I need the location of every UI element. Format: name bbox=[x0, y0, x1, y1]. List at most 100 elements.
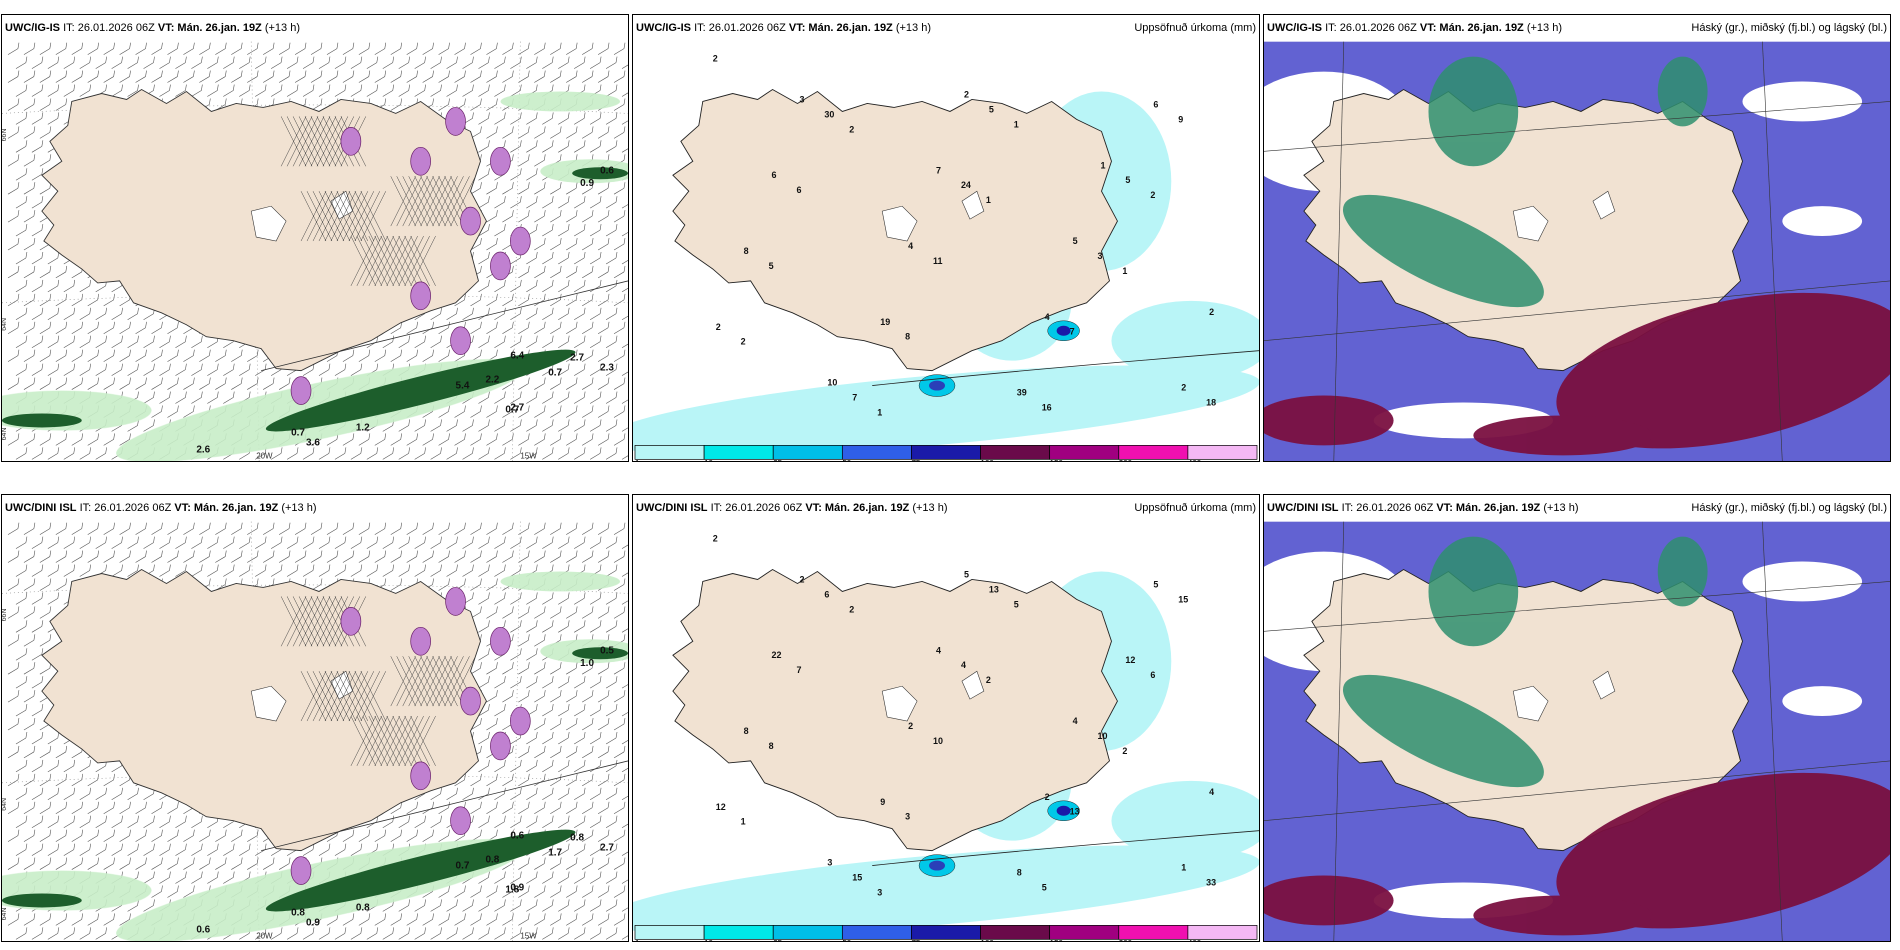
init-time: IT: 26.01.2026 06Z bbox=[710, 502, 803, 514]
value-label: 0.9 bbox=[510, 882, 524, 893]
iceland-landmass bbox=[1303, 568, 1749, 852]
colorbar-tick: 25 bbox=[773, 459, 782, 462]
value-label: 0.6 bbox=[600, 165, 614, 176]
iceland-landmass bbox=[41, 88, 487, 372]
lon-label: 20W bbox=[256, 931, 273, 940]
valid-time: VT: Mán. 26.jan. 19Z bbox=[1419, 22, 1524, 34]
value-label: 5 bbox=[964, 569, 969, 579]
value-label: 0.6 bbox=[510, 831, 524, 842]
value-label: 2 bbox=[1045, 792, 1050, 802]
front-line bbox=[872, 350, 1259, 386]
value-label: 2.7 bbox=[600, 843, 614, 854]
init-time: IT: 26.01.2026 06Z bbox=[1325, 22, 1417, 34]
value-label: 2 bbox=[964, 89, 969, 99]
model-name: UWC/IG-IS bbox=[5, 22, 60, 34]
value-labels: 2222135683515710133364101215131289852222… bbox=[713, 534, 1216, 898]
colorbar-box bbox=[772, 445, 843, 460]
value-label: 2 bbox=[986, 675, 991, 685]
value-label: 10 bbox=[933, 736, 943, 746]
lead-time: (+13 h) bbox=[1526, 22, 1563, 34]
value-label: 9 bbox=[880, 797, 885, 807]
colorbar-tick: 150 bbox=[1050, 459, 1064, 462]
value-label: 39 bbox=[1017, 388, 1027, 398]
colorbar-box bbox=[911, 925, 981, 940]
colorbar-box bbox=[634, 445, 705, 460]
model-name: UWC/DINI ISL bbox=[5, 502, 77, 514]
value-label: 2 bbox=[1181, 383, 1186, 393]
value-label: 6 bbox=[772, 170, 777, 180]
value-label: 2 bbox=[849, 604, 854, 614]
colorbar-box bbox=[841, 445, 912, 460]
colorbar-tick: 1 bbox=[635, 939, 640, 942]
colorbar-tick: 400 bbox=[1188, 459, 1202, 462]
value-label: 16 bbox=[1042, 402, 1052, 412]
value-label: 5 bbox=[1125, 175, 1130, 185]
value-label: 24 bbox=[961, 180, 971, 190]
lat-label: 64N bbox=[2, 908, 8, 921]
precip-colorbar: 1 10 25 50 75 100 150 200 400 bbox=[634, 445, 1258, 462]
value-label: 7 bbox=[1070, 327, 1075, 337]
graticule bbox=[1264, 41, 1890, 461]
value-label: 2 bbox=[799, 574, 804, 584]
value-label: 8 bbox=[905, 332, 910, 342]
value-label: 3 bbox=[827, 858, 832, 868]
panel-subtitle: Háský (gr.), miðský (fj.bl.) og lágský (… bbox=[1691, 502, 1887, 514]
value-label: 5 bbox=[1014, 599, 1019, 609]
value-label: 1 bbox=[741, 817, 746, 827]
model-name: UWC/DINI ISL bbox=[636, 502, 708, 514]
value-label: 0.8 bbox=[570, 833, 584, 844]
colorbar-box bbox=[1049, 445, 1120, 460]
value-label: 0.7 bbox=[456, 861, 470, 872]
model-name: UWC/IG-IS bbox=[1267, 22, 1322, 34]
value-label: 0.8 bbox=[356, 902, 370, 913]
value-label: 6 bbox=[824, 589, 829, 599]
panel-header: UWC/IG-IS IT: 26.01.2026 06Z VT: Mán. 26… bbox=[633, 15, 1259, 41]
colorbar-tick: 75 bbox=[911, 939, 920, 942]
value-label: 13 bbox=[989, 584, 999, 594]
value-label: 10 bbox=[827, 378, 837, 388]
value-label: 0.9 bbox=[306, 917, 320, 928]
value-label: 8 bbox=[1017, 868, 1022, 878]
value-label: 6 bbox=[796, 185, 801, 195]
value-label: 1.8 bbox=[505, 884, 519, 895]
map-svg: 0.60.96.40.72.25.42.72.73.60.7 1.20.72.62… bbox=[2, 41, 628, 461]
value-label: 7 bbox=[936, 165, 941, 175]
precip-band-heavy bbox=[2, 167, 628, 432]
value-labels: 0.51.00.61.70.80.70.80.90.90.8 0.81.80.62… bbox=[196, 645, 614, 935]
init-time: IT: 26.01.2026 06Z bbox=[694, 22, 786, 34]
value-label: 6.4 bbox=[510, 351, 524, 362]
value-label: 18 bbox=[1206, 398, 1216, 408]
map-panel-dini-precip: UWC/DINI ISL IT: 26.01.2026 06Z VT: Mán.… bbox=[632, 494, 1260, 942]
value-label: 1 bbox=[986, 195, 991, 205]
value-label: 0.8 bbox=[291, 907, 305, 918]
value-label: 0.7 bbox=[291, 427, 305, 438]
value-label: 22 bbox=[772, 650, 782, 660]
colorbar-tick: 400 bbox=[1188, 939, 1202, 942]
value-label: 6 bbox=[1153, 99, 1158, 109]
colorbar-tick: 100 bbox=[981, 459, 995, 462]
value-label: 5.4 bbox=[456, 381, 470, 392]
colorbar-tick: 10 bbox=[704, 459, 713, 462]
precip-colorbar: 1 10 25 50 75 100 150 200 400 bbox=[634, 925, 1258, 942]
value-label: 3 bbox=[905, 812, 910, 822]
panel-subtitle: Uppsöfnuð úrkoma (mm) bbox=[1134, 22, 1256, 34]
precip-cores bbox=[918, 800, 1080, 877]
value-label: 15 bbox=[1178, 594, 1188, 604]
value-label: 1 bbox=[877, 407, 882, 417]
lead-time: (+13 h) bbox=[895, 22, 932, 34]
iceland-landmass bbox=[672, 88, 1118, 372]
value-label: 1 bbox=[1122, 266, 1127, 276]
value-label: 0.5 bbox=[600, 645, 614, 656]
value-label: 2 bbox=[1209, 307, 1214, 317]
value-label: 5 bbox=[1042, 882, 1047, 892]
front-line bbox=[261, 280, 628, 372]
map-panel-igis-precip: UWC/IG-IS IT: 26.01.2026 06Z VT: Mán. 26… bbox=[632, 14, 1260, 462]
valid-time: VT: Mán. 26.jan. 19Z bbox=[157, 22, 262, 34]
value-label: 3 bbox=[1098, 251, 1103, 261]
colorbar-box bbox=[703, 445, 774, 460]
value-label: 1 bbox=[1101, 160, 1106, 170]
low-cloud-areas bbox=[1264, 292, 1890, 456]
colorbar-tick: 100 bbox=[981, 939, 995, 942]
graticule bbox=[1264, 521, 1890, 941]
map-panel-igis-clouds: UWC/IG-IS IT: 26.01.2026 06Z VT: Mán. 26… bbox=[1263, 14, 1891, 462]
